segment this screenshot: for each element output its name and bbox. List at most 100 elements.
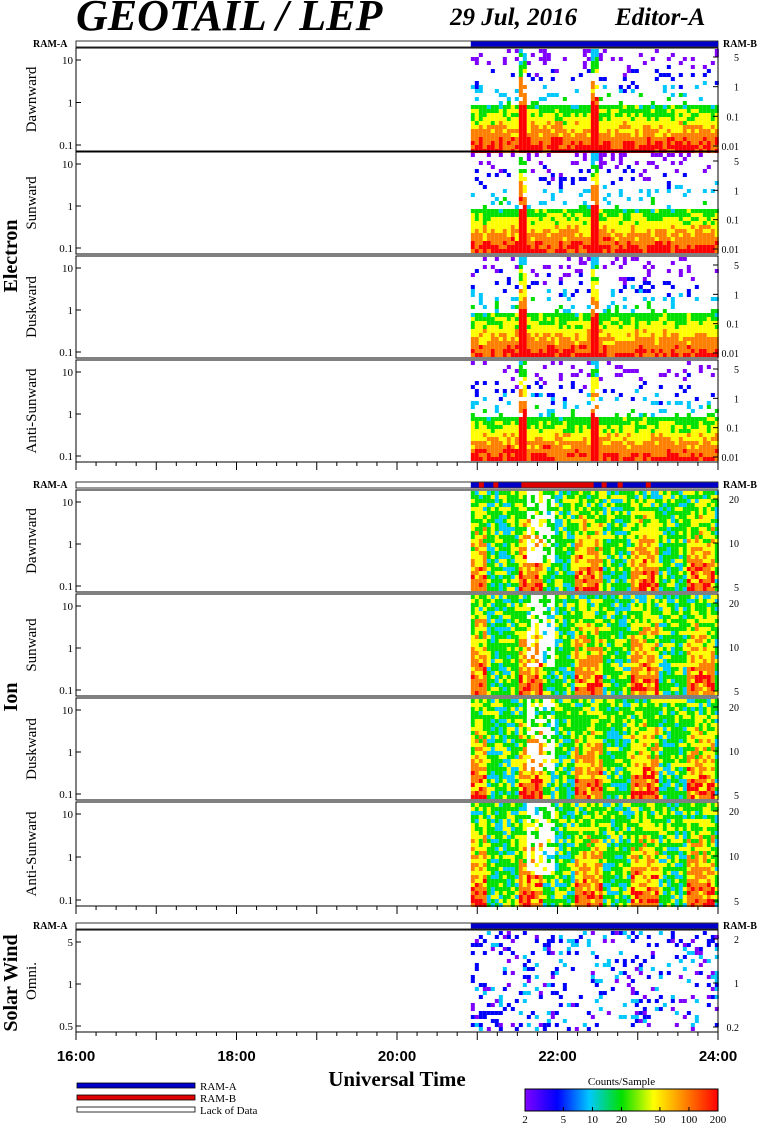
spectrogram-cell	[590, 105, 595, 109]
spectrogram-cell	[622, 113, 627, 117]
spectrogram-cell	[594, 563, 599, 567]
spectrogram-cell	[510, 511, 515, 515]
spectrogram-cell	[694, 531, 699, 535]
spectrogram-cell	[650, 161, 655, 165]
spectrogram-cell	[610, 221, 615, 225]
spectrogram-cell	[594, 297, 599, 301]
spectrogram-cell	[606, 527, 611, 531]
spectrogram-cell	[682, 389, 687, 393]
spectrogram-cell	[638, 117, 643, 121]
spectrogram-cell	[702, 437, 707, 441]
spectrogram-cell	[598, 457, 603, 461]
spectrogram-cell	[678, 499, 683, 503]
spectrogram-cell	[542, 121, 547, 125]
spectrogram-cell	[478, 341, 483, 345]
spectrogram-cell	[558, 453, 563, 457]
spectrogram-cell	[482, 229, 487, 233]
spectrogram-cell	[510, 551, 515, 555]
spectrogram-cell	[474, 213, 479, 217]
spectrogram-cell	[638, 539, 643, 543]
spectrogram-cell	[670, 141, 675, 145]
spectrogram-cell	[494, 353, 499, 357]
spectrogram-cell	[646, 325, 651, 329]
spectrogram-cell	[630, 137, 635, 141]
spectrogram-cell	[574, 417, 579, 421]
spectrogram-cell	[486, 519, 491, 523]
spectrogram-cell	[590, 437, 595, 441]
spectrogram-cell	[654, 121, 659, 125]
spectrogram-cell	[690, 409, 695, 413]
spectrogram-cell	[530, 321, 535, 325]
spectrogram-cell	[498, 105, 503, 109]
spectrogram-cell	[630, 587, 635, 591]
spectrogram-cell	[590, 241, 595, 245]
spectrogram-cell	[654, 209, 659, 213]
spectrogram-cell	[538, 121, 543, 125]
spectrogram-cell	[638, 213, 643, 217]
spectrogram-cell	[614, 213, 619, 217]
spectrogram-cell	[694, 397, 699, 401]
spectrogram-cell	[698, 137, 703, 141]
spectrogram-cell	[594, 305, 599, 309]
spectrogram-cell	[574, 515, 579, 519]
spectrogram-cell	[522, 97, 527, 101]
spectrogram-cell	[510, 421, 515, 425]
spectrogram-cell	[670, 153, 675, 157]
spectrogram-cell	[486, 329, 491, 333]
spectrogram-cell	[714, 329, 719, 333]
spectrogram-cell	[622, 527, 627, 531]
spectrogram-cell	[594, 495, 599, 499]
spectrogram-cell	[626, 425, 631, 429]
spectrogram-cell	[518, 321, 523, 325]
spectrogram-cell	[554, 437, 559, 441]
spectrogram-cell	[522, 129, 527, 133]
spectrogram-cell	[590, 495, 595, 499]
spectrogram-cell	[550, 587, 555, 591]
spectrogram-cell	[610, 301, 615, 305]
spectrogram-cell	[662, 491, 667, 495]
spectrogram-cell	[498, 511, 503, 515]
spectrogram-cell	[518, 559, 523, 563]
spectrogram-cell	[530, 453, 535, 457]
spectrogram-cell	[586, 499, 591, 503]
spectrogram-cell	[686, 337, 691, 341]
spectrogram-cell	[586, 249, 591, 253]
spectrogram-cell	[478, 209, 483, 213]
spectrogram-cell	[686, 523, 691, 527]
spectrogram-cell	[582, 49, 587, 53]
spectrogram-cell	[570, 321, 575, 325]
spectrogram-cell	[482, 257, 487, 261]
spectrogram-cell	[622, 261, 627, 265]
spectrogram-cell	[634, 555, 639, 559]
spectrogram-cell	[542, 579, 547, 583]
spectrogram-cell	[494, 559, 499, 563]
spectrogram-cell	[510, 297, 515, 301]
spectrogram-cell	[690, 349, 695, 353]
spectrogram-cell	[618, 225, 623, 229]
spectrogram-cell	[554, 245, 559, 249]
spectrogram-cell	[562, 321, 567, 325]
spectrogram-cell	[694, 233, 699, 237]
spectrogram-cell	[714, 237, 719, 241]
spectrogram-cell	[578, 237, 583, 241]
spectrogram-cell	[470, 109, 475, 113]
spectrogram-cell	[658, 523, 663, 527]
spectrogram-cell	[650, 539, 655, 543]
spectrogram-cell	[502, 109, 507, 113]
spectrogram-cell	[598, 109, 603, 113]
spectrogram-cell	[570, 121, 575, 125]
spectrogram-cell	[654, 445, 659, 449]
spectrogram-cell	[474, 421, 479, 425]
spectrogram-cell	[686, 413, 691, 417]
spectrogram-cell	[518, 507, 523, 511]
spectrogram-cell	[482, 381, 487, 385]
spectrogram-cell	[590, 539, 595, 543]
spectrogram-cell	[678, 433, 683, 437]
spectrogram-cell	[590, 281, 595, 285]
spectrogram-cell	[606, 193, 611, 197]
spectrogram-cell	[574, 341, 579, 345]
spectrogram-cell	[522, 237, 527, 241]
spectrogram-cell	[566, 587, 571, 591]
spectrogram-cell	[498, 201, 503, 205]
spectrogram-cell	[602, 121, 607, 125]
